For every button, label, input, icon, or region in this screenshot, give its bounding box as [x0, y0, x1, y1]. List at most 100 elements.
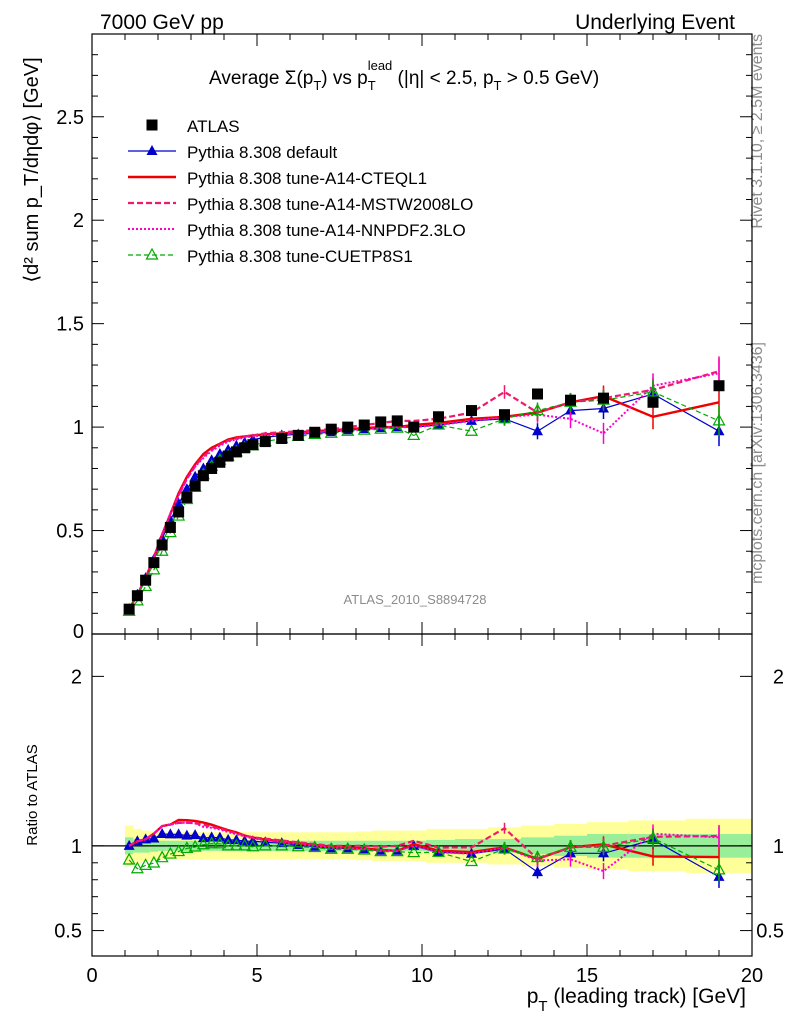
data-point — [499, 409, 510, 421]
data-point — [173, 506, 185, 518]
data-point — [375, 416, 387, 428]
data-point — [180, 841, 194, 854]
x-axis-label: pT (leading track) [GeV] — [527, 985, 746, 1015]
data-point — [181, 829, 193, 840]
data-point — [596, 840, 611, 852]
data-point — [532, 425, 543, 436]
data-point — [214, 456, 226, 468]
data-point — [291, 839, 305, 852]
x-tick-label: 10 — [411, 965, 433, 987]
legend: ATLAS Pythia 8.308 default Pythia 8.308 tu… — [128, 117, 473, 266]
mcplots-label: mcplots.cern.ch [arXiv:1306.3436] — [749, 342, 766, 584]
ratio-y-tick-label-right: 0.5 — [756, 921, 784, 943]
data-point — [197, 832, 209, 843]
ratio-y-tick-label-right: 1 — [773, 836, 784, 858]
data-point — [563, 840, 578, 852]
data-point — [155, 850, 169, 863]
legend-marker — [146, 119, 158, 131]
data-point — [464, 423, 479, 436]
data-point — [173, 497, 185, 508]
header-right: Underlying Event — [575, 11, 735, 34]
data-point — [308, 840, 322, 853]
data-point — [646, 831, 660, 843]
main-plot-layer — [122, 356, 726, 616]
data-point — [325, 423, 337, 435]
data-point — [122, 852, 136, 865]
x-tick-label: 0 — [86, 965, 97, 987]
data-point — [131, 590, 143, 602]
data-point — [148, 832, 160, 843]
data-point — [275, 838, 289, 851]
data-point — [247, 439, 259, 451]
main-y-label: ⟨d² sum p_T/dηdφ⟩ [GeV] — [21, 57, 43, 282]
data-point — [374, 421, 388, 434]
x-tick-label: 15 — [576, 965, 598, 987]
data-point — [230, 446, 242, 458]
data-point — [646, 384, 660, 397]
legend-marker — [145, 247, 159, 260]
data-point — [205, 836, 219, 849]
data-point — [147, 562, 161, 575]
data-point — [292, 429, 304, 441]
series-line — [128, 394, 720, 610]
data-point — [229, 838, 243, 851]
data-point — [565, 394, 576, 406]
data-point — [276, 432, 288, 444]
y-tick-label: 1.5 — [56, 314, 84, 336]
data-point — [222, 450, 234, 462]
data-point — [342, 421, 354, 433]
data-point — [713, 380, 725, 392]
x-tick-label: 5 — [251, 965, 262, 987]
ratio-y-tick-label: 0.5 — [54, 921, 82, 943]
y-tick-label: 0.5 — [56, 521, 84, 543]
data-point — [532, 388, 543, 400]
series-green-open-triangle — [122, 828, 726, 881]
data-point — [530, 403, 545, 416]
data-point — [431, 417, 446, 430]
data-point — [712, 413, 726, 426]
watermark: ATLAS_2010_S8894728 — [344, 592, 487, 607]
data-point — [598, 392, 609, 404]
legend-label: Pythia 8.308 tune-CUETP8S1 — [187, 247, 413, 266]
legend-item: ATLAS — [146, 117, 240, 136]
legend-label: Pythia 8.308 tune-A14-NNPDF2.3LO — [187, 221, 466, 240]
y-tick-label-zero: 0 — [73, 621, 84, 643]
data-point — [466, 405, 477, 417]
data-point — [188, 839, 202, 852]
data-point — [357, 842, 371, 855]
data-point — [391, 415, 403, 427]
data-point — [156, 828, 168, 839]
ratio-plot-layer — [122, 818, 726, 888]
series-line — [128, 821, 720, 873]
data-point — [464, 854, 479, 867]
data-point — [238, 838, 252, 851]
y-tick-label: 1 — [73, 417, 84, 439]
data-point — [407, 428, 421, 440]
y-tick-label: 2 — [73, 210, 84, 232]
data-point — [407, 845, 421, 858]
legend-label: Pythia 8.308 default — [187, 143, 338, 162]
data-point — [189, 829, 201, 840]
data-point — [431, 845, 446, 857]
series-atlas-data — [123, 380, 725, 615]
data-point — [140, 574, 152, 586]
data-point — [408, 421, 420, 433]
data-point — [374, 844, 388, 857]
data-point — [189, 480, 201, 492]
x-tick-label: 20 — [741, 965, 763, 987]
legend-item: Pythia 8.308 tune-A14-NNPDF2.3LO — [128, 221, 466, 240]
ratio-y-label: Ratio to ATLAS — [24, 744, 41, 845]
data-point — [148, 557, 160, 569]
legend-label: Pythia 8.308 tune-A14-MSTW2008LO — [187, 195, 473, 214]
data-point — [532, 866, 543, 877]
data-point — [206, 831, 218, 842]
data-point — [221, 838, 235, 851]
axes-layer: 0 5 10 15 200.511.522.500.5 0.51 12 2 — [54, 33, 784, 987]
y-tick-label: 2.5 — [56, 107, 84, 129]
data-point — [172, 844, 186, 857]
data-point — [197, 470, 209, 482]
data-point — [358, 419, 370, 431]
data-point — [196, 837, 210, 850]
data-point — [164, 828, 176, 839]
